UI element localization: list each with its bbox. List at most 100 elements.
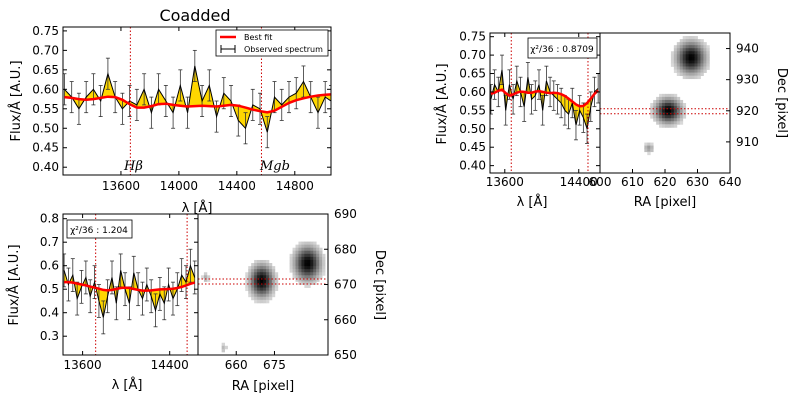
img_bottom-pixel <box>224 345 228 350</box>
img_top-pixel <box>650 106 654 110</box>
img_top-pixel <box>656 106 660 110</box>
img_top-pixel <box>673 66 678 70</box>
bottom-ytick-label: 0.8 <box>40 212 59 226</box>
img_top-pixel <box>682 39 687 43</box>
img_top-pixel <box>700 51 704 55</box>
img_bottom-pixel <box>316 250 320 255</box>
img_bottom-pixel <box>263 296 267 301</box>
img_top-pixel <box>656 109 660 113</box>
img_top-pixel <box>656 99 660 104</box>
img_bottom-pixel <box>263 263 267 267</box>
img_bottom-pixel <box>307 272 311 276</box>
img_top-pixel <box>700 39 704 43</box>
coadd-ytick-label: 0.70 <box>32 43 59 57</box>
img_top-pixel <box>676 103 681 107</box>
img_top-pixel <box>673 112 678 116</box>
img_bottom-pixel <box>313 281 317 285</box>
img_bottom-pixel <box>274 278 279 282</box>
img_top-pixel <box>694 75 698 80</box>
img_top-pixel <box>667 93 672 98</box>
img_top-pixel <box>670 124 675 128</box>
img_top-pixel <box>653 115 657 119</box>
img_top-pixel <box>659 118 663 122</box>
coadd-xtick-label: 13600 <box>102 179 140 193</box>
img_bottom-pixel <box>268 290 273 295</box>
img_top-pixel <box>667 103 672 107</box>
img_top-pixel <box>685 63 690 67</box>
img_top-pixel <box>688 54 692 58</box>
img_top-pixel <box>694 42 698 46</box>
legend-obs-label: Observed spectrum <box>244 45 323 54</box>
img_bottom-pixel <box>271 287 276 292</box>
bottom-xtick-label: 14400 <box>151 358 189 372</box>
img_top-pixel <box>644 145 648 150</box>
img_top-pixel <box>673 60 678 64</box>
img_top-pixel <box>685 57 690 61</box>
img_bottom-pixel <box>265 296 270 301</box>
coadd-ytick-label: 0.60 <box>32 82 59 96</box>
img_top-pixel <box>650 109 654 113</box>
img_bottom-pixel <box>257 275 261 279</box>
img_bottom-pixel <box>260 293 264 298</box>
img_bottom-pixels <box>200 241 326 353</box>
img_bottom-pixel <box>295 247 299 252</box>
img_bottom-pixel <box>268 266 273 270</box>
img_bottom-pixel <box>307 281 311 285</box>
img_top-pixel <box>706 63 710 67</box>
img_top-pixel <box>676 57 681 61</box>
img_top-pixel <box>703 57 707 61</box>
bottom-image-ylabel: Dec [pixel] <box>372 250 387 320</box>
img_bottom-pixel <box>268 293 273 298</box>
img_top-pixel <box>676 66 681 70</box>
img_top-pixel <box>691 54 695 58</box>
img_top-pixel <box>670 63 675 67</box>
coadd-ytick-label: 0.55 <box>32 102 59 116</box>
img_bottom-pixel <box>254 263 258 267</box>
img_top-pixel <box>697 72 701 77</box>
img_bottom-pixel <box>298 266 302 270</box>
img_bottom-pixel <box>295 272 299 276</box>
img_top-pixel <box>691 51 695 55</box>
img_bottom-pixel <box>257 269 261 273</box>
img_bottom-pixel <box>319 269 323 273</box>
img_bottom-pixel <box>313 241 317 246</box>
img_bottom-pixel <box>313 272 317 276</box>
img_bottom-pixel <box>263 299 267 304</box>
img_bottom-pixel <box>260 299 264 304</box>
img_top-pixel <box>682 48 687 52</box>
img_bottom-pixel <box>263 287 267 292</box>
img_bottom-pixel <box>310 269 314 273</box>
bottom-image-panel: 650 660 670 680 690 660 675 RA [pixel] Dec [pi… <box>197 207 387 394</box>
img_top-pixel <box>659 115 663 119</box>
img_bottom-pixel <box>271 275 276 279</box>
img_bottom-pixel <box>295 263 299 267</box>
img_bottom-pixel <box>313 269 317 273</box>
img_bottom-pixel <box>254 266 258 270</box>
img_bottom-pixel <box>265 287 270 292</box>
img_top-pixel <box>682 42 687 46</box>
img_bottom-pixel <box>304 256 308 261</box>
img_top-pixel <box>647 151 651 156</box>
img_top-pixel <box>673 96 678 101</box>
img_top-ytick-label: 930 <box>736 73 759 87</box>
img_bottom-pixel <box>319 259 323 264</box>
img_bottom-ytick-label: 690 <box>334 207 357 221</box>
img_top-pixel <box>697 63 701 67</box>
img_bottom-pixel <box>301 266 305 270</box>
img_top-pixel <box>673 109 678 113</box>
img_top-pixel <box>647 142 651 147</box>
img_top-pixel <box>656 118 660 122</box>
img_top-pixel <box>659 93 663 98</box>
img_bottom-pixel <box>307 266 311 270</box>
img_top-pixel <box>685 36 690 40</box>
img_top-pixel <box>679 121 684 125</box>
img_bottom-pixel <box>245 275 249 279</box>
img_top-pixel <box>656 121 660 125</box>
img_bottom-pixel <box>292 247 296 252</box>
img_top-pixel <box>685 54 690 58</box>
img_bottom-pixel <box>316 256 320 261</box>
img_top-pixel <box>685 66 690 70</box>
img_top-pixel <box>679 57 684 61</box>
img_top-pixel <box>688 69 692 73</box>
img_top-pixel <box>653 118 657 122</box>
